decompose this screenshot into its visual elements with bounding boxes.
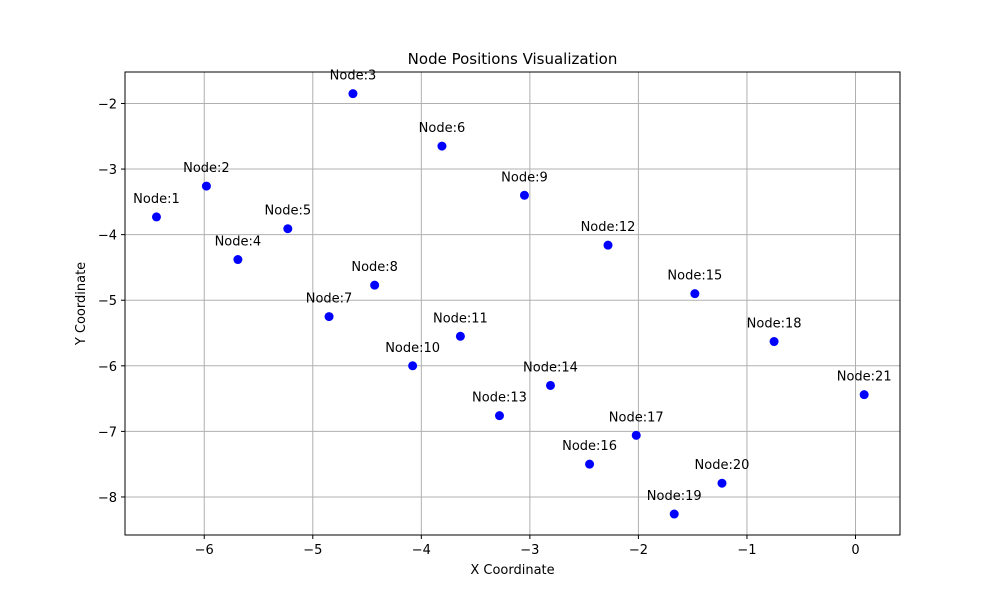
point-label: Node:13 xyxy=(472,391,527,406)
data-point xyxy=(631,430,641,440)
point-label: Node:12 xyxy=(581,220,636,235)
data-point xyxy=(545,380,555,390)
data-point xyxy=(859,390,869,400)
x-tick-label: −5 xyxy=(303,543,322,558)
x-axis-label: X Coordinate xyxy=(470,563,554,578)
x-tick-label: −3 xyxy=(520,543,539,558)
data-point xyxy=(669,509,679,519)
data-point xyxy=(233,255,243,265)
axis-ticks: −6 −5 −4 −3 −2 −1 0 −8 −7 −6 −5 −4 −3 −2 xyxy=(98,97,860,558)
x-tick-label: −2 xyxy=(629,543,648,558)
y-tick-label: −4 xyxy=(98,229,117,244)
plot-frame xyxy=(124,71,901,536)
x-tick-label: −4 xyxy=(412,543,431,558)
data-point xyxy=(585,459,595,469)
point-label: Node:4 xyxy=(215,235,262,250)
point-label: Node:14 xyxy=(523,360,578,375)
data-point xyxy=(717,478,727,488)
data-point xyxy=(690,289,700,299)
data-point xyxy=(494,411,504,421)
point-label: Node:1 xyxy=(133,192,180,207)
point-label: Node:20 xyxy=(695,458,750,473)
x-tick-label: −1 xyxy=(737,543,756,558)
point-label: Node:2 xyxy=(183,161,230,176)
data-point xyxy=(348,89,358,99)
data-points xyxy=(151,89,869,519)
point-label: Node:8 xyxy=(351,260,398,275)
y-tick-label: −6 xyxy=(98,360,117,375)
point-label: Node:19 xyxy=(647,489,702,504)
y-tick-label: −2 xyxy=(98,97,117,112)
data-point xyxy=(437,141,447,151)
y-tick-label: −3 xyxy=(98,163,117,178)
data-point xyxy=(519,190,529,200)
data-point xyxy=(603,240,613,250)
point-label: Node:5 xyxy=(265,204,312,219)
point-label: Node:9 xyxy=(501,170,548,185)
point-label: Node:16 xyxy=(562,439,617,454)
x-tick-label: 0 xyxy=(851,543,859,558)
y-tick-label: −7 xyxy=(98,425,117,440)
chart-title: Node Positions Visualization xyxy=(408,50,618,68)
data-point xyxy=(324,312,334,322)
point-label: Node:18 xyxy=(747,317,802,332)
point-label: Node:21 xyxy=(837,370,892,385)
point-label: Node:7 xyxy=(306,292,353,307)
x-tick-label: −6 xyxy=(195,543,214,558)
grid-lines xyxy=(125,72,900,535)
data-point xyxy=(769,337,779,347)
data-point xyxy=(408,361,418,371)
point-labels: Node:1 Node:2 Node:3 Node:4 Node:5 Node:6 Node… xyxy=(133,69,891,504)
point-label: Node:11 xyxy=(433,311,488,326)
y-tick-label: −8 xyxy=(98,491,117,506)
data-point xyxy=(151,212,161,222)
y-axis-label: Y Coordinate xyxy=(74,262,89,346)
point-label: Node:6 xyxy=(419,121,466,136)
point-label: Node:10 xyxy=(385,341,440,356)
point-label: Node:15 xyxy=(667,269,722,284)
data-point xyxy=(283,224,293,234)
data-point xyxy=(370,280,380,290)
y-tick-label: −5 xyxy=(98,294,117,309)
point-label: Node:17 xyxy=(609,410,664,425)
data-point xyxy=(455,331,465,341)
point-label: Node:3 xyxy=(330,69,377,84)
data-point xyxy=(201,181,211,191)
